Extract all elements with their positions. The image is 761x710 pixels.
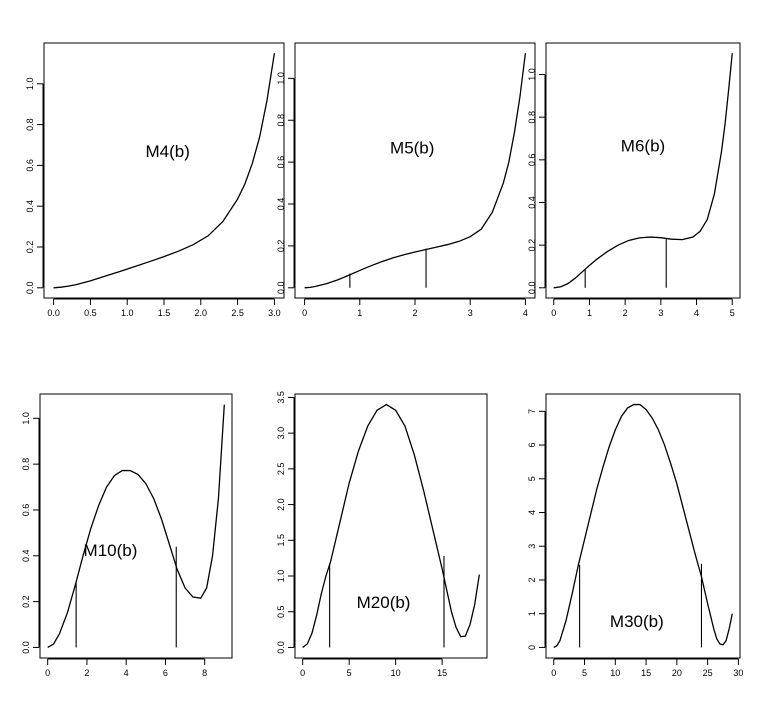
y-tick-label: 0.4 — [276, 198, 286, 211]
panel-label: M4(b) — [145, 142, 189, 161]
y-tick-label: 4 — [527, 510, 537, 515]
x-tick-label: 4 — [523, 308, 528, 318]
y-tick-label: 3 — [527, 544, 537, 549]
x-tick-label: 0 — [551, 308, 556, 318]
x-tick-label: 2 — [623, 308, 628, 318]
y-tick-label: 3.5 — [276, 391, 286, 404]
x-tick-label: 5 — [582, 668, 587, 678]
plot-panel-6: 0 5 10 15 20 25 30 0 1 2 3 4 5 6 7 M30(b) — [527, 393, 743, 678]
y-tick-label: 0.0 — [276, 282, 286, 295]
y-tick-label: 0.8 — [276, 114, 286, 127]
plot-frame — [545, 42, 741, 299]
x-tick-label: 3 — [468, 308, 473, 318]
y-tick-label: 1.0 — [527, 68, 537, 81]
y-tick-label: 0.0 — [21, 641, 31, 654]
panel-label: M6(b) — [621, 136, 665, 155]
plot-frame — [294, 393, 488, 659]
y-tick-label: 0.2 — [276, 240, 286, 253]
y-tick-label: 0.6 — [21, 504, 31, 517]
plot-frame — [43, 42, 285, 299]
x-tick-label: 2.5 — [231, 308, 244, 318]
y-tick-label: 0.8 — [25, 118, 35, 131]
y-tick-label: 0.6 — [276, 156, 286, 169]
y-tick-label: 0.4 — [527, 196, 537, 209]
panel-label: M10(b) — [84, 541, 138, 560]
panel-label: M30(b) — [610, 612, 664, 631]
plot-frame — [39, 393, 233, 659]
series-line — [53, 53, 276, 289]
plot-panel-2: 0 1 2 3 4 0.0 0.2 0.4 0.6 0.8 1.0 M5(b) — [276, 42, 536, 318]
series-line — [304, 53, 527, 289]
x-tick-label: 15 — [437, 668, 447, 678]
series-line — [553, 53, 733, 289]
y-tick-label: 3.0 — [276, 427, 286, 440]
y-tick-label: 1.0 — [276, 72, 286, 85]
panel-label: M20(b) — [357, 593, 411, 612]
y-tick-label: 2 — [527, 577, 537, 582]
x-tick-label: 0 — [300, 668, 305, 678]
x-tick-label: 0 — [302, 308, 307, 318]
y-tick-label: 5 — [527, 476, 537, 481]
y-tick-label: 2.0 — [276, 498, 286, 511]
y-tick-label: 0.8 — [527, 111, 537, 124]
x-tick-label: 6 — [163, 668, 168, 678]
y-tick-label: 7 — [527, 409, 537, 414]
y-tick-label: 1.0 — [25, 78, 35, 91]
x-tick-label: 0 — [45, 668, 50, 678]
panel-label: M5(b) — [390, 139, 434, 158]
x-tick-label: 1.5 — [158, 308, 171, 318]
x-tick-label: 1 — [357, 308, 362, 318]
y-tick-label: 1.0 — [276, 570, 286, 583]
x-tick-label: 4 — [124, 668, 129, 678]
y-tick-label: 0.2 — [21, 595, 31, 608]
y-tick-label: 1.0 — [21, 412, 31, 425]
y-tick-label: 1 — [527, 611, 537, 616]
plot-frame — [545, 393, 741, 659]
plot-panel-5: 0 5 10 15 0.0 0.5 1.0 1.5 2.0 2.5 3.0 3.5 M20(b) — [276, 391, 488, 678]
x-tick-label: 8 — [202, 668, 207, 678]
x-tick-label: 5 — [347, 668, 352, 678]
x-tick-label: 10 — [391, 668, 401, 678]
x-tick-label: 2 — [84, 668, 89, 678]
series-line — [553, 403, 733, 649]
y-tick-label: 0.2 — [25, 241, 35, 254]
x-tick-label: 5 — [730, 308, 735, 318]
x-tick-label: 4 — [694, 308, 699, 318]
x-tick-label: 0.0 — [47, 308, 60, 318]
x-tick-label: 10 — [610, 668, 620, 678]
x-tick-label: 0.5 — [84, 308, 97, 318]
x-tick-label: 20 — [672, 668, 682, 678]
y-tick-label: 0 — [527, 645, 537, 650]
x-tick-label: 2.0 — [195, 308, 208, 318]
x-tick-label: 2 — [412, 308, 417, 318]
plot-frame — [294, 42, 536, 299]
y-tick-label: 0.8 — [21, 458, 31, 471]
y-tick-label: 0.6 — [527, 154, 537, 167]
plot-panel-4: 0 2 4 6 8 0.0 0.2 0.4 0.6 0.8 1.0 M10(b) — [21, 393, 233, 678]
x-tick-label: 1.0 — [121, 308, 134, 318]
x-tick-label: 0 — [551, 668, 556, 678]
x-tick-label: 3 — [658, 308, 663, 318]
plot-panel-3: 0 1 2 3 4 5 0.0 0.2 0.4 0.6 0.8 1.0 M6(b) — [527, 42, 741, 318]
y-tick-label: 0.2 — [527, 239, 537, 252]
x-tick-label: 1 — [587, 308, 592, 318]
y-tick-label: 0.0 — [527, 282, 537, 295]
plot-panel-1: 0.0 0.5 1.0 1.5 2.0 2.5 3.0 0.0 0.2 0.4 0.6 0.8 1.0 M… — [25, 42, 285, 318]
y-tick-label: 0.0 — [276, 641, 286, 654]
y-tick-label: 6 — [527, 443, 537, 448]
y-tick-label: 0.4 — [21, 550, 31, 563]
y-tick-label: 0.4 — [25, 200, 35, 213]
y-tick-label: 0.6 — [25, 159, 35, 172]
x-tick-label: 3.0 — [268, 308, 281, 318]
x-tick-label: 15 — [641, 668, 651, 678]
y-tick-label: 0.5 — [276, 605, 286, 618]
x-tick-label: 30 — [733, 668, 743, 678]
x-tick-label: 25 — [703, 668, 713, 678]
y-tick-label: 0.0 — [25, 282, 35, 295]
y-tick-label: 2.5 — [276, 463, 286, 476]
series-line — [302, 403, 480, 648]
y-tick-label: 1.5 — [276, 534, 286, 547]
series-line — [47, 404, 225, 649]
